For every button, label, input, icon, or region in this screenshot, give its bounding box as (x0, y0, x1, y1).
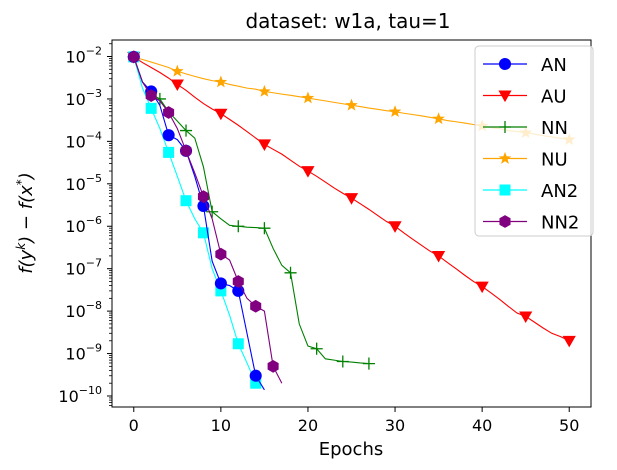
legend-item-nu: NU (483, 150, 568, 171)
x-axis: 0 10 20 30 40 50 (129, 407, 579, 435)
legend-item-nn: NN (483, 118, 568, 139)
series-au (127, 51, 576, 348)
legend-marker (498, 120, 512, 134)
x-tick-label: 40 (472, 416, 492, 435)
y-tick-label: 10−2 (65, 45, 102, 67)
legend-label: NN (541, 118, 568, 139)
series-layer (127, 50, 576, 391)
data-point-au (214, 108, 228, 121)
y-tick-label: 10−3 (65, 87, 102, 109)
legend-label: AN2 (541, 181, 578, 202)
data-point-an2 (232, 338, 244, 350)
data-point-au (257, 139, 272, 151)
data-point-nu (432, 112, 445, 125)
x-tick-label: 10 (211, 416, 231, 435)
data-point-nn2 (215, 247, 227, 261)
series-line-an2 (133, 56, 257, 384)
data-point-an2 (163, 146, 175, 158)
chart-title: dataset: w1a, tau=1 (245, 9, 450, 33)
y-axis-label: f(yk) − f(x*) (14, 172, 37, 274)
data-point-au (301, 166, 315, 178)
legend: AN AU NN NU AN2 NN2 (474, 45, 594, 237)
series-nn2 (128, 50, 283, 384)
data-point-au (388, 221, 402, 233)
x-tick-label: 30 (385, 416, 405, 435)
data-point-au (519, 311, 533, 324)
data-point-nn2 (250, 299, 262, 313)
data-point-nn (258, 222, 271, 235)
data-point-an (162, 129, 175, 142)
legend-marker (499, 184, 511, 196)
legend-marker (498, 90, 512, 103)
data-point-au (170, 79, 184, 92)
legend-item-an2: AN2 (483, 181, 578, 202)
data-point-an2 (250, 377, 262, 389)
data-point-nn (206, 205, 219, 218)
legend-label: NU (541, 150, 568, 171)
data-point-nn2 (145, 89, 157, 102)
data-point-nn2 (197, 190, 209, 203)
data-point-nu (258, 84, 271, 97)
x-axis-label: Epochs (319, 439, 384, 460)
legend-item-nn2: NN2 (483, 213, 579, 234)
data-point-nu (214, 75, 228, 88)
data-point-an2 (215, 285, 227, 297)
legend-box (474, 45, 594, 237)
data-point-nn2 (128, 50, 140, 64)
data-point-nu (388, 105, 402, 118)
data-point-nn (336, 355, 349, 368)
y-axis: 10−10 10−9 10−8 10−7 10−6 10−5 10−4 10−3 10−2 (58, 43, 112, 406)
legend-item-au: AU (483, 87, 567, 108)
data-point-an2 (197, 227, 209, 239)
data-point-nu (171, 64, 184, 77)
data-point-nn (232, 220, 245, 233)
x-tick-label: 0 (129, 416, 139, 435)
y-tick-label: 10−4 (65, 129, 102, 151)
legend-marker (499, 215, 511, 228)
data-point-nu (345, 98, 358, 111)
data-point-an (249, 369, 262, 382)
data-point-au (475, 281, 489, 294)
y-tick-label: 10−5 (65, 172, 102, 194)
data-point-nn2 (180, 144, 192, 158)
data-point-au (344, 193, 359, 205)
y-tick-label: 10−7 (65, 257, 102, 279)
data-point-au (431, 250, 446, 263)
data-point-an2 (180, 195, 192, 207)
legend-label: AN (541, 55, 567, 76)
legend-marker (498, 57, 512, 71)
legend-label: AU (541, 87, 567, 108)
data-point-nu (301, 91, 315, 104)
y-tick-label: 10−8 (65, 299, 102, 321)
data-point-an2 (145, 102, 157, 114)
legend-label: NN2 (541, 213, 579, 234)
y-tick-label: 10−10 (58, 384, 102, 406)
data-point-nn (362, 357, 375, 370)
data-point-nn2 (163, 106, 175, 119)
series-line-nn (133, 56, 369, 365)
data-point-nn (179, 124, 193, 137)
data-point-nn (284, 266, 297, 279)
x-tick-label: 50 (559, 416, 579, 435)
legend-item-an: AN (483, 55, 567, 76)
y-tick-label: 10−9 (65, 342, 102, 364)
data-point-an (214, 277, 227, 290)
data-point-nn2 (267, 359, 279, 373)
data-point-nn2 (232, 275, 244, 288)
x-tick-label: 20 (298, 416, 318, 435)
data-point-nn (310, 342, 323, 355)
y-tick-label: 10−6 (65, 214, 102, 236)
data-point-au (562, 335, 576, 348)
legend-marker (498, 151, 512, 164)
